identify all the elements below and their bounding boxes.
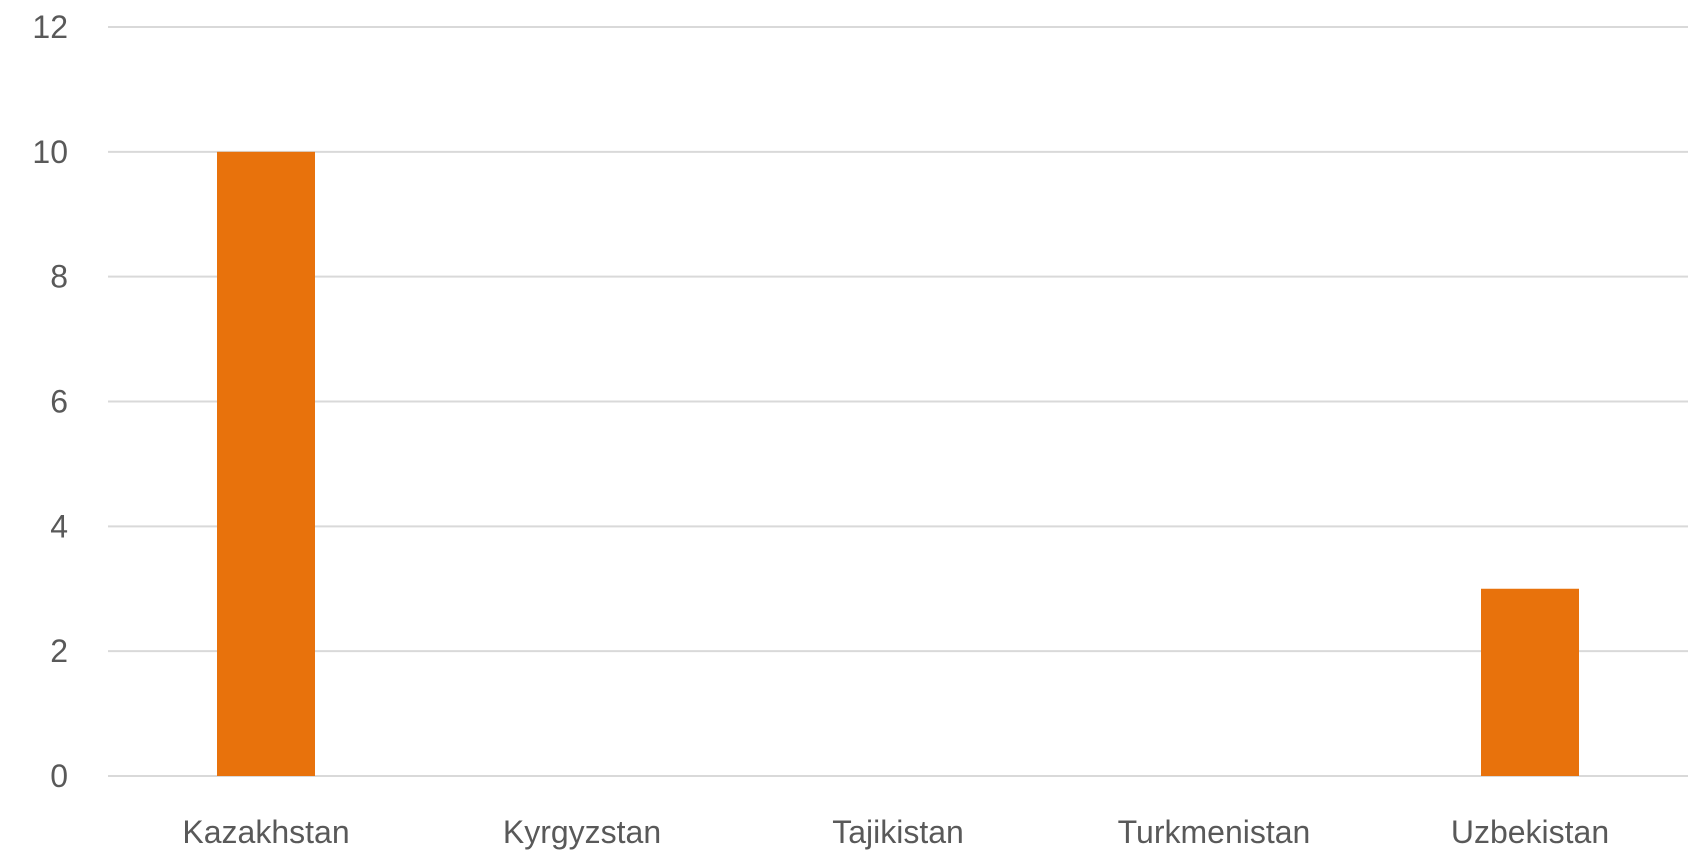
x-tick-label-kyrgyzstan: Kyrgyzstan: [503, 814, 661, 850]
x-tick-label-tajikistan: Tajikistan: [832, 814, 964, 850]
bar-uzbekistan: [1481, 588, 1579, 776]
y-tick-label: 2: [50, 633, 68, 669]
bars: [217, 151, 1579, 777]
x-axis-ticks: Kazakhstan Kyrgyzstan Tajikistan Turkmenist…: [182, 814, 1609, 850]
y-axis-ticks: 0 2 4 6 8 10 12: [32, 9, 68, 794]
y-tick-label: 6: [50, 384, 68, 420]
x-tick-label-kazakhstan: Kazakhstan: [182, 814, 349, 850]
y-tick-label: 0: [50, 758, 68, 794]
gridlines: [108, 26, 1688, 777]
y-tick-label: 10: [32, 134, 68, 170]
y-tick-label: 8: [50, 259, 68, 295]
bar-kazakhstan: [217, 151, 315, 777]
x-tick-label-turkmenistan: Turkmenistan: [1118, 814, 1311, 850]
y-tick-label: 4: [50, 508, 68, 544]
y-tick-label: 12: [32, 9, 68, 45]
x-tick-label-uzbekistan: Uzbekistan: [1451, 814, 1609, 850]
